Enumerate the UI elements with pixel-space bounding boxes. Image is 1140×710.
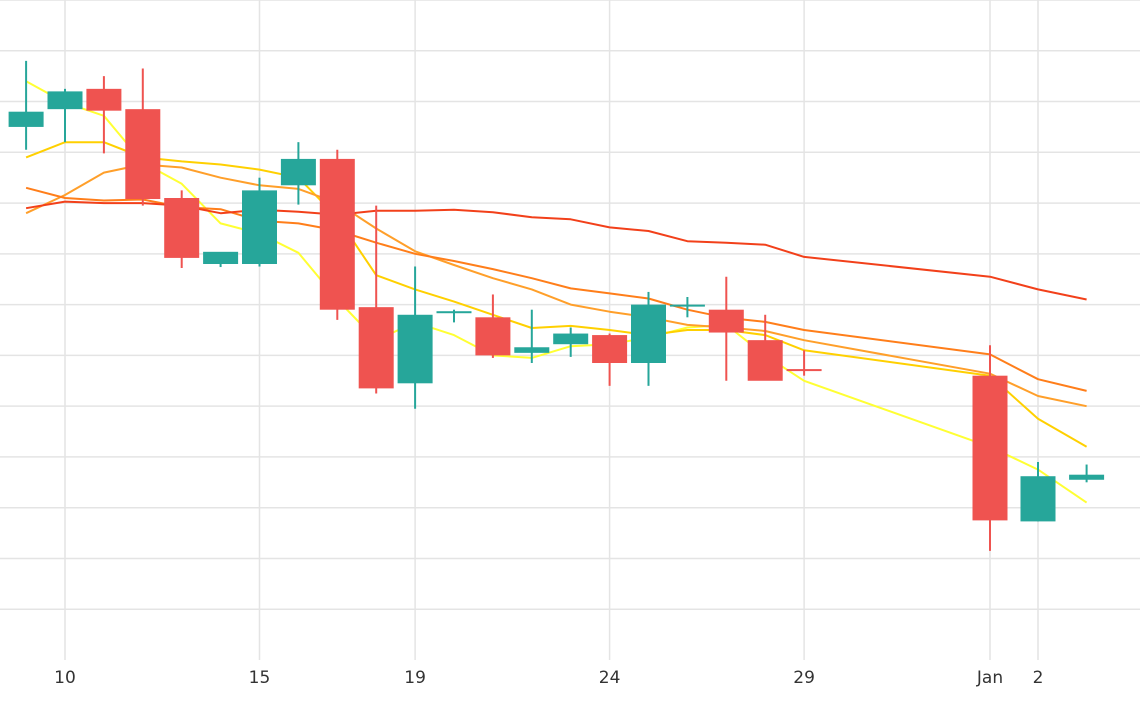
candle	[358, 205, 394, 394]
candle-body	[708, 309, 744, 333]
x-tick-label: 2	[1033, 668, 1044, 688]
candle	[436, 309, 472, 323]
moving-average-line	[25, 163, 1087, 408]
moving-average-lines	[25, 80, 1088, 504]
candle-body	[242, 190, 277, 264]
candle-body	[475, 317, 511, 356]
candle	[786, 350, 822, 376]
x-tick-label: 19	[404, 668, 426, 688]
x-tick-label: 10	[54, 668, 76, 688]
candle-body	[436, 311, 472, 314]
x-tick-label: 29	[793, 668, 815, 688]
candle	[8, 60, 44, 150]
candle-body	[125, 109, 161, 200]
candle	[631, 291, 666, 386]
moving-average-line	[25, 80, 1088, 504]
candle	[164, 190, 200, 269]
candle-body	[1069, 474, 1105, 480]
candle	[397, 266, 433, 409]
candle	[319, 149, 355, 320]
candle	[203, 251, 239, 268]
candle-body	[786, 369, 822, 372]
candle	[669, 297, 705, 318]
candle	[972, 345, 1008, 551]
vertical-gridlines	[64, 0, 1039, 660]
candle	[242, 177, 277, 267]
candle	[747, 314, 783, 381]
candle-body	[319, 158, 355, 310]
candle-body	[358, 307, 394, 389]
candle-body	[397, 314, 433, 384]
candle-body	[8, 111, 44, 127]
candle	[47, 88, 83, 143]
candle-body	[47, 91, 83, 110]
x-axis-tick-labels: 10 15 19 24 29 Jan 2	[54, 668, 1043, 688]
x-tick-label: 24	[599, 668, 621, 688]
candle-body	[747, 340, 783, 381]
candle-body	[972, 375, 1008, 521]
candle	[280, 142, 316, 205]
x-tick-label: Jan	[976, 668, 1003, 688]
candle-body	[86, 88, 122, 111]
candle	[475, 294, 511, 358]
candle-body	[1020, 476, 1056, 522]
candles	[8, 60, 1105, 551]
candle-body	[592, 335, 628, 363]
candle	[1069, 464, 1105, 483]
x-tick-label: 15	[249, 668, 271, 688]
candle	[592, 333, 628, 386]
candle	[553, 327, 589, 357]
candle	[514, 309, 550, 363]
candle-body	[553, 333, 589, 345]
candle-body	[164, 198, 200, 258]
candle-body	[203, 251, 239, 264]
candle-body	[631, 304, 666, 363]
candle	[125, 68, 161, 206]
moving-average-line	[25, 141, 1088, 448]
candle	[86, 76, 122, 154]
candle	[1020, 462, 1056, 522]
candle	[708, 276, 744, 381]
candle-body	[514, 347, 550, 353]
candle-body	[280, 158, 316, 186]
candle-body	[669, 304, 705, 307]
